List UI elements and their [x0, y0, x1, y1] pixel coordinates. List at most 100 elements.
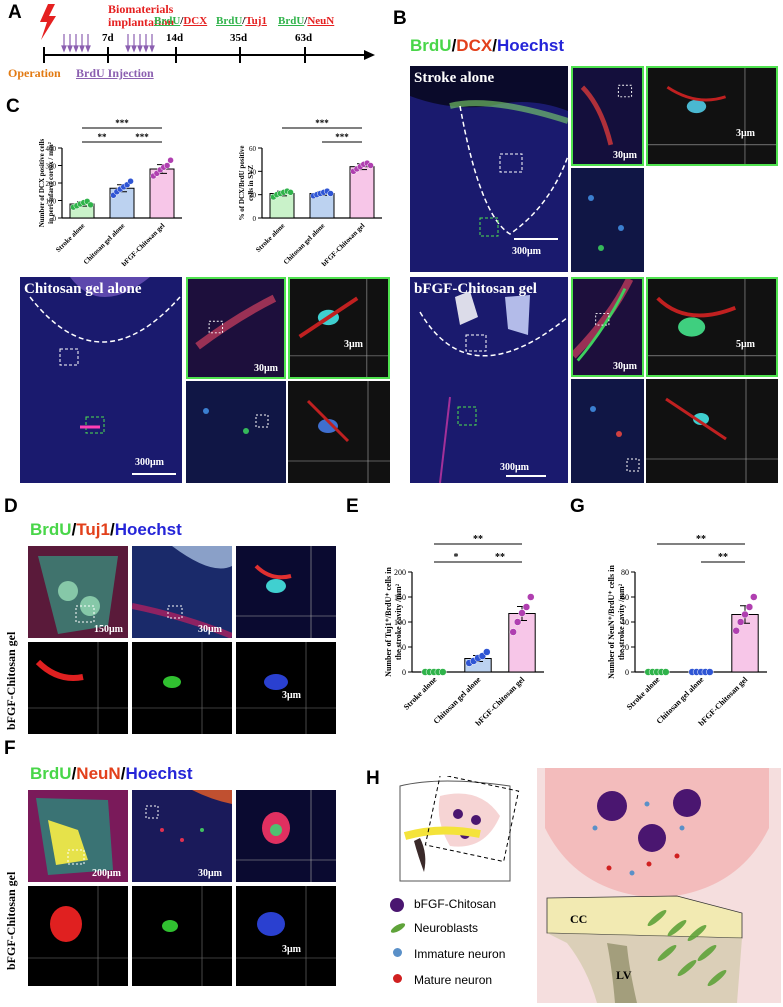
zoom-chitosan-svz: [186, 381, 286, 483]
injection-arrow-head: [149, 45, 155, 53]
data-point: [513, 618, 522, 626]
category-label: bFGF-Chitosan gel: [697, 675, 750, 728]
micrograph-bfgf-b: bFGF-Chitosan gel 300μm: [410, 277, 568, 483]
category-label: bFGF-Chitosan gel: [120, 222, 166, 268]
y-tick-label: 80: [621, 568, 629, 577]
injection-arrow-head: [131, 45, 137, 53]
injection-arrow-head: [85, 45, 91, 53]
injection-arrow-head: [61, 45, 67, 53]
data-point: [367, 162, 374, 169]
day-63: 63d: [295, 32, 313, 44]
label-cc: CC: [570, 912, 588, 926]
scale-30-b2: 30μm: [613, 361, 637, 372]
data-point: [518, 609, 526, 617]
title-bfgf-b: bFGF-Chitosan gel: [414, 281, 537, 297]
y-tick-label: 0: [53, 215, 57, 223]
stain-d-c: Hoechst: [114, 520, 182, 539]
y-tick-label: 400: [46, 145, 57, 153]
y-tick-label: 200: [394, 568, 406, 577]
marker-dcx-a: BrdU: [154, 15, 181, 27]
scale-bar: [132, 473, 176, 475]
data-point: [732, 627, 740, 635]
data-point: [163, 162, 171, 169]
stain-b-a: BrdU: [410, 36, 452, 55]
chart-dcx-svz: 0 20 40 60% of DCX/BrdU positivecells in SV…: [238, 118, 382, 268]
micrograph-tuj1-main: 150μm: [28, 546, 128, 638]
title-chitosan-alone: Chitosan gel alone: [24, 281, 142, 297]
data-point: [327, 190, 334, 197]
category-label: Stroke alone: [54, 222, 86, 254]
significance-label: ***: [135, 132, 149, 142]
zoom-chitosan-cell: 3μm: [288, 277, 390, 379]
scale-150: 150μm: [94, 624, 123, 635]
data-point: [483, 648, 491, 656]
implant-label-1: Biomaterials: [108, 2, 174, 16]
brdu-injection-arrows: [61, 34, 155, 53]
data-point: [167, 157, 174, 164]
data-point: [745, 603, 754, 611]
stain-f-c: Hoechst: [125, 764, 193, 783]
y-tick-label: 100: [394, 618, 406, 627]
category-label: Chitosan gel alone: [82, 222, 126, 266]
injection-arrow-head: [79, 45, 85, 53]
legend-label-1: Neuroblasts: [414, 921, 479, 935]
y-tick-label: 40: [249, 168, 257, 176]
scale-3-c: 3μm: [344, 339, 363, 350]
category-label: Chitosan gel alone: [432, 675, 483, 726]
zoom-bfgf-dcx: 30μm: [571, 277, 644, 377]
title-stroke-alone: Stroke alone: [414, 70, 495, 86]
zoom-bfgf-svz: [571, 379, 644, 483]
day-14: 14d: [166, 32, 184, 44]
y-tick-label: 100: [46, 198, 57, 206]
y-axis-label: Number of NeuN⁺/BrdU⁺ cells inthe stroke…: [607, 565, 626, 679]
zoom-stroke-dcx: 30μm: [571, 66, 644, 166]
zoom-stroke-cell: 3μm: [646, 66, 778, 166]
marker-tuj1-b: Tuj1: [245, 15, 267, 27]
micrograph-neun-cell: [236, 790, 336, 882]
implant-label-2: implantation: [108, 15, 175, 29]
panel-label-f: F: [4, 738, 16, 759]
data-point: [741, 610, 749, 619]
significance-label: **: [718, 552, 728, 563]
panel-label-b: B: [393, 8, 407, 29]
injection-arrow-head: [137, 45, 143, 53]
y-tick-label: 150: [394, 593, 406, 602]
y-tick-label: 50: [398, 643, 406, 652]
y-tick-label: 0: [253, 215, 257, 223]
scale-3-d: 3μm: [282, 690, 301, 701]
mature-neuron-icon: [393, 974, 402, 983]
stain-b-b: DCX: [456, 36, 493, 55]
brdu-injection-text: BrdU Injection: [76, 66, 154, 80]
significance-label: *: [454, 552, 459, 563]
stain-f-b: NeuN: [76, 764, 121, 783]
stain-label-b: BrdU/DCX/Hoechst: [410, 36, 565, 55]
zoom-stroke-svz: [571, 168, 644, 272]
category-label: Chitosan gel alone: [282, 222, 326, 266]
legend-label-0: bFGF-Chitosan: [414, 897, 497, 911]
panel-label-c: C: [6, 96, 20, 117]
scale-bar: [514, 238, 558, 240]
significance-label: **: [98, 132, 108, 142]
data-point: [750, 593, 758, 601]
micrograph-tuj1-green: [132, 642, 232, 734]
y-tick-label: 300: [46, 163, 57, 171]
scale-3-b1: 3μm: [736, 128, 755, 139]
bar: [731, 614, 759, 673]
category-label: Chitosan gel alone: [655, 675, 706, 726]
micrograph-neun-zoom: 30μm: [132, 790, 232, 882]
legend-label-3: Mature neuron: [414, 973, 493, 987]
marker-dcx: BrdU/DCX: [154, 15, 208, 27]
scale-bar: [506, 475, 546, 477]
bfgf-chitosan-icon: [390, 898, 404, 912]
zoom-chitosan-svz-cell: [288, 381, 390, 483]
lesion-schematic: [537, 768, 781, 1003]
y-axis-label: Number of DCX positive cellsin peri-infa…: [38, 138, 55, 227]
scale-30-f: 30μm: [198, 868, 222, 879]
stain-d-b: Tuj1: [76, 520, 110, 539]
side-label-f: bFGF-Chitosan gel: [4, 871, 18, 970]
zoom-bfgf-svz-cell: [646, 379, 778, 483]
y-tick-label: 60: [249, 145, 257, 153]
immature-neuron-icon: [393, 948, 402, 957]
data-point: [736, 618, 745, 626]
